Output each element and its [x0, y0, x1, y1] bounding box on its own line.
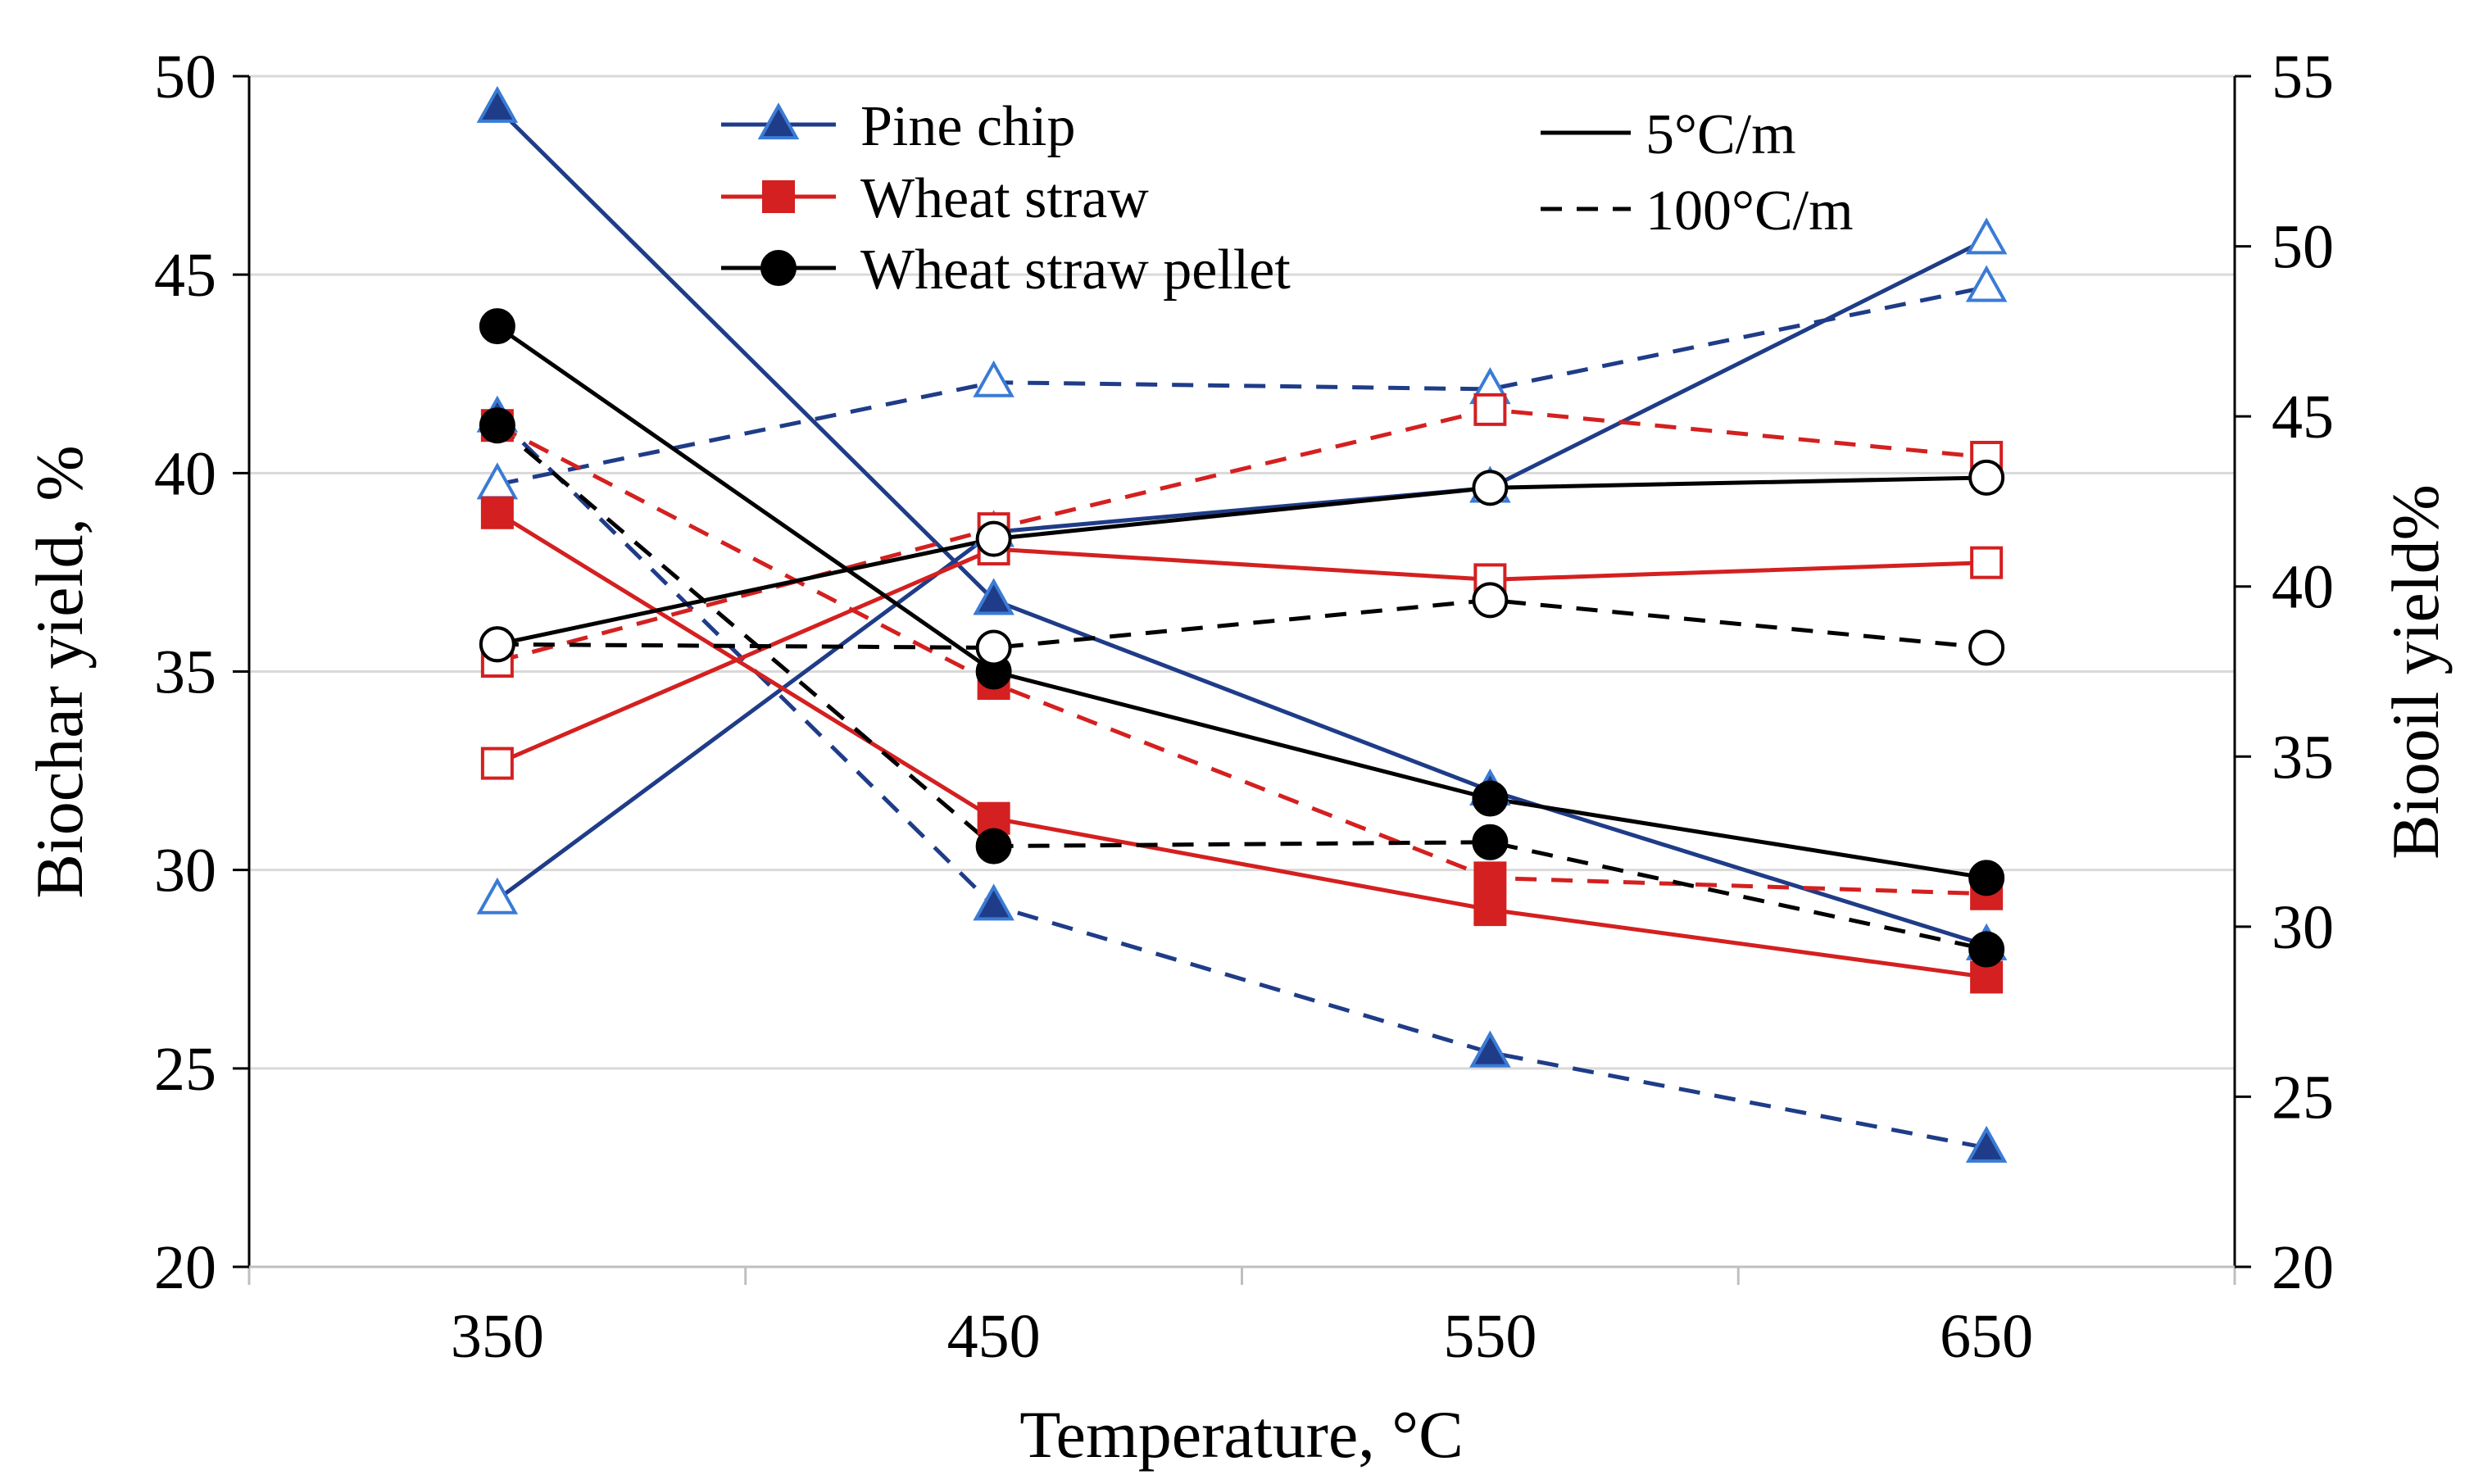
data-point — [975, 629, 1012, 666]
x-tick-label: 350 — [451, 1302, 544, 1371]
x-tick-label: 550 — [1443, 1302, 1537, 1371]
data-point — [1473, 861, 1507, 895]
series-line-12 — [497, 597, 1987, 650]
data-point — [1472, 780, 1509, 817]
y-right-tick-label: 25 — [2272, 1063, 2334, 1132]
series-line-9 — [496, 324, 1987, 880]
data-point — [1965, 265, 2008, 302]
y-right-tick-label: 35 — [2272, 723, 2334, 792]
series-line-2 — [496, 415, 1987, 1150]
data-point — [1970, 546, 2004, 579]
y-right-tick-label: 50 — [2272, 213, 2334, 282]
legend-rate-label: 100°C/m — [1645, 179, 1854, 243]
data-point — [1472, 470, 1509, 506]
x-tick-label: 650 — [1940, 1302, 2033, 1371]
grid-lines — [249, 75, 2235, 1070]
data-point — [1965, 1125, 2008, 1163]
y-right-tick-label: 55 — [2272, 43, 2334, 111]
data-point — [975, 520, 1012, 557]
legend-marker — [762, 180, 795, 213]
data-point — [480, 496, 514, 529]
x-tick-label: 450 — [947, 1302, 1041, 1371]
series-line-8 — [497, 407, 1987, 664]
series-line-4 — [497, 284, 1987, 487]
data-point — [973, 360, 1015, 397]
legend-label: Wheat straw — [860, 167, 1149, 230]
data-point — [1473, 893, 1507, 927]
data-point — [1968, 459, 2005, 496]
y-left-tick-label: 25 — [154, 1035, 216, 1104]
series-line-7 — [496, 547, 1987, 765]
y-axis-left-title: Biochar yield, % — [22, 445, 97, 898]
y-right-tick-label: 40 — [2272, 553, 2334, 622]
data-point — [1968, 860, 2005, 896]
series-line-11 — [497, 475, 1987, 647]
data-point — [480, 747, 514, 780]
data-point — [479, 407, 515, 444]
data-point — [1469, 1030, 1511, 1068]
series-markers — [476, 85, 2008, 1163]
legend-rate-label: 5°C/m — [1645, 103, 1796, 166]
data-point — [476, 85, 519, 123]
data-point — [1968, 931, 2005, 968]
data-point — [1968, 629, 2005, 666]
axes — [233, 75, 2251, 1285]
data-point — [973, 883, 1015, 921]
y-axis-right-title: Biooil yield% — [2378, 484, 2453, 860]
series-line-6 — [496, 423, 1987, 896]
data-point — [1965, 217, 2008, 255]
y-left-tick-label: 40 — [154, 439, 216, 508]
series-line-5 — [496, 511, 1987, 979]
data-point — [973, 578, 1015, 615]
x-axis-title: Temperature, °C — [1019, 1397, 1464, 1472]
legend-marker — [760, 250, 797, 286]
data-point — [975, 828, 1012, 865]
data-point — [479, 626, 515, 663]
y-right-tick-label: 30 — [2272, 893, 2334, 962]
series-line-1 — [496, 106, 1987, 948]
data-point — [476, 877, 519, 914]
series-line-3 — [496, 238, 1988, 901]
series-line-10 — [496, 424, 1987, 951]
y-left-tick-label: 20 — [154, 1233, 216, 1302]
data-point — [479, 308, 515, 345]
legend: Pine chip Wheat straw Wheat straw pellet 5°… — [721, 95, 1854, 302]
tick-labels: 350 450 550 650 20 25 30 35 40 45 50 20 25 30 35 40 45 50… — [154, 43, 2334, 1371]
data-point — [1472, 582, 1509, 619]
y-left-tick-label: 30 — [154, 837, 216, 905]
legend-label: Pine chip — [860, 95, 1075, 158]
legend-label: Wheat straw pellet — [860, 238, 1291, 302]
series-lines — [496, 106, 1988, 1150]
y-left-tick-label: 35 — [154, 638, 216, 707]
data-point — [1473, 393, 1507, 426]
legend-marker — [757, 102, 800, 140]
y-right-tick-label: 20 — [2272, 1233, 2334, 1302]
y-left-tick-label: 45 — [154, 241, 216, 310]
data-point — [1472, 824, 1509, 860]
y-right-tick-label: 45 — [2272, 383, 2334, 452]
y-left-tick-label: 50 — [154, 43, 216, 111]
